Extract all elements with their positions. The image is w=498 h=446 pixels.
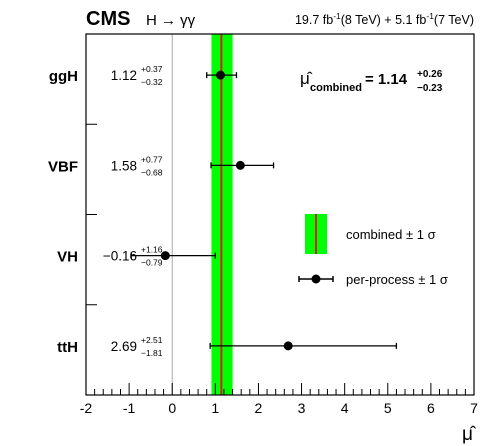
- lumi-8-exponent: -1: [333, 11, 341, 21]
- experiment-label: CMS: [86, 8, 130, 30]
- value-err-up-tth: +2.51: [141, 335, 163, 345]
- x-axis-title: μ̂: [462, 424, 477, 445]
- value-label-tth: 2.69: [111, 339, 137, 354]
- x-tick-label: 1: [211, 400, 219, 416]
- value-err-down-tth: −1.81: [141, 348, 163, 358]
- value-err-down-ggh: −0.32: [141, 77, 163, 87]
- point-ggh: [216, 70, 226, 80]
- legend-combined-label: combined ± 1 σ: [346, 227, 436, 242]
- x-tick-label: 3: [298, 400, 306, 416]
- point-vbf: [235, 160, 245, 170]
- legend-per-process-marker: [311, 274, 321, 284]
- combined-err-up: +0.26: [417, 69, 443, 80]
- value-label-vbf: 1.58: [111, 158, 137, 173]
- combined-err-down: −0.23: [417, 83, 443, 94]
- combined-mu-symbol: μ̂: [300, 69, 313, 88]
- lumi-7-exponent: -1: [426, 11, 434, 21]
- value-label-vh: −0.16: [103, 249, 137, 264]
- x-tick-label: 2: [255, 400, 263, 416]
- process-label: H → γγ: [146, 12, 196, 29]
- value-err-up-vbf: +0.77: [141, 154, 163, 164]
- lumi-label: 19.7 fb-1(8 TeV) + 5.1 fb-1(7 TeV): [295, 11, 474, 27]
- point-vh: [160, 251, 170, 261]
- category-label-vh: VH: [57, 249, 78, 266]
- x-tick-label: 6: [427, 400, 435, 416]
- legend: combined ± 1 σ per-process ± 1 σ: [298, 214, 448, 287]
- x-tick-label: -2: [80, 400, 93, 416]
- x-tick-label: 0: [168, 400, 176, 416]
- combined-subscript: combined: [310, 82, 362, 94]
- energy-8-text: (8 TeV) + 5.1 fb: [341, 13, 427, 27]
- category-label-tth: ttH: [57, 339, 78, 356]
- value-err-up-ggh: +0.37: [141, 64, 163, 74]
- x-axis: -2 -1 0 1 2 3 4 5 6 7: [80, 383, 478, 416]
- x-tick-label: 7: [470, 400, 478, 416]
- value-err-down-vh: −0.79: [141, 258, 163, 268]
- points-layer: [130, 70, 398, 351]
- legend-per-process-label: per-process ± 1 σ: [346, 272, 448, 287]
- labels-layer: ggH 1.12 +0.37 −0.32 VBF 1.58 +0.77 −0.68 VH −0.1…: [48, 64, 163, 358]
- combined-annotation: μ̂ combined = 1.14 +0.26 −0.23: [300, 69, 443, 94]
- x-tick-label: 5: [384, 400, 392, 416]
- energy-7-text: (7 TeV): [434, 13, 474, 27]
- lumi-8-text: 19.7 fb: [295, 13, 333, 27]
- y-axis-ticks: [86, 123, 97, 306]
- combined-value: = 1.14: [365, 71, 408, 88]
- value-label-ggh: 1.12: [111, 68, 137, 83]
- x-tick-label: -1: [123, 400, 136, 416]
- value-err-up-vh: +1.16: [141, 245, 163, 255]
- value-err-down-vbf: −0.68: [141, 167, 163, 177]
- combined-band-layer: [211, 34, 233, 395]
- category-label-vbf: VBF: [48, 158, 78, 175]
- category-label-ggh: ggH: [49, 68, 78, 85]
- point-tth: [283, 341, 293, 351]
- x-tick-label: 4: [341, 400, 349, 416]
